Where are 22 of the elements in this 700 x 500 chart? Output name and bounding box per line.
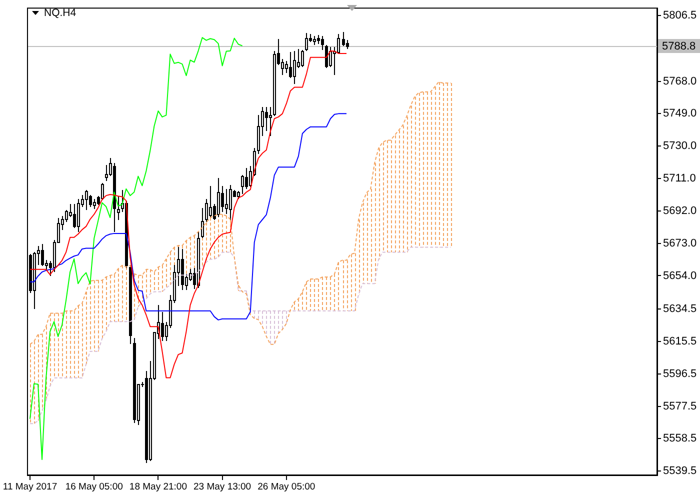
y-tick-label: 5749.0: [663, 108, 697, 120]
y-tick-label: 5730.0: [663, 140, 697, 152]
y-tick-label: 5768.0: [663, 75, 697, 88]
y-tick-label: 5596.5: [663, 368, 697, 380]
y-tick-label: 5634.5: [663, 303, 697, 316]
x-tick-label: 16 May 05:00: [65, 481, 123, 492]
y-tick-label: 5615.5: [663, 335, 697, 348]
y-tick-label: 5806.5: [663, 10, 697, 22]
x-tick-label: 18 May 21:00: [129, 481, 187, 492]
ref-line-label: 5788.8: [662, 40, 696, 53]
y-tick-label: 5654.0: [663, 270, 697, 282]
y-tick-label: 5539.5: [663, 465, 697, 478]
x-tick-label: 11 May 2017: [2, 481, 58, 492]
line-series: [30, 246, 452, 424]
y-tick-label: 5577.5: [663, 400, 697, 412]
x-tick-label: 23 May 13:00: [194, 481, 252, 492]
y-tick-label: 5558.5: [663, 432, 697, 445]
y-tick-label: 5673.0: [663, 237, 697, 250]
y-tick-label: 5711.0: [663, 172, 696, 185]
y-tick-label: 5692.0: [663, 204, 697, 217]
chart-title: NQ.H4: [44, 7, 76, 19]
x-tick-label: 26 May 05:00: [258, 481, 316, 492]
